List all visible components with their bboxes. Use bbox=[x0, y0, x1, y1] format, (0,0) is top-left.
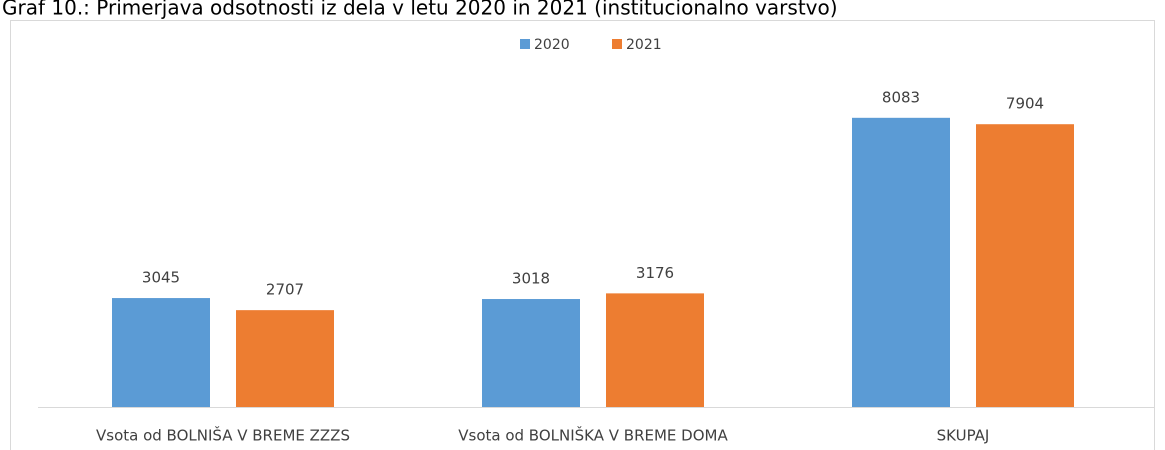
bar bbox=[112, 298, 210, 407]
x-tick-label: Vsota od BOLNIŠKA V BREME DOMA bbox=[458, 426, 728, 445]
chart-title: Graf 10.: Primerjava odsotnosti iz dela … bbox=[2, 0, 838, 20]
value-label: 3018 bbox=[512, 270, 550, 288]
value-label: 2707 bbox=[266, 281, 304, 299]
bar bbox=[852, 117, 950, 407]
value-label: 3045 bbox=[142, 269, 180, 287]
bar bbox=[976, 124, 1074, 407]
legend-label: 2020 bbox=[534, 37, 570, 53]
x-tick-label: SKUPAJ bbox=[937, 427, 990, 445]
legend-swatch bbox=[520, 39, 530, 49]
bar bbox=[482, 299, 580, 407]
value-label: 3176 bbox=[636, 264, 674, 282]
chart-border bbox=[10, 20, 1155, 450]
value-label: 7904 bbox=[1006, 95, 1044, 113]
legend-label: 2021 bbox=[626, 37, 662, 53]
bar bbox=[606, 293, 704, 407]
x-tick-label: Vsota od BOLNIŠA V BREME ZZZS bbox=[96, 426, 350, 445]
value-label: 8083 bbox=[882, 88, 920, 106]
bar bbox=[236, 310, 334, 407]
legend-swatch bbox=[612, 39, 622, 49]
title-band bbox=[0, 0, 1165, 20]
